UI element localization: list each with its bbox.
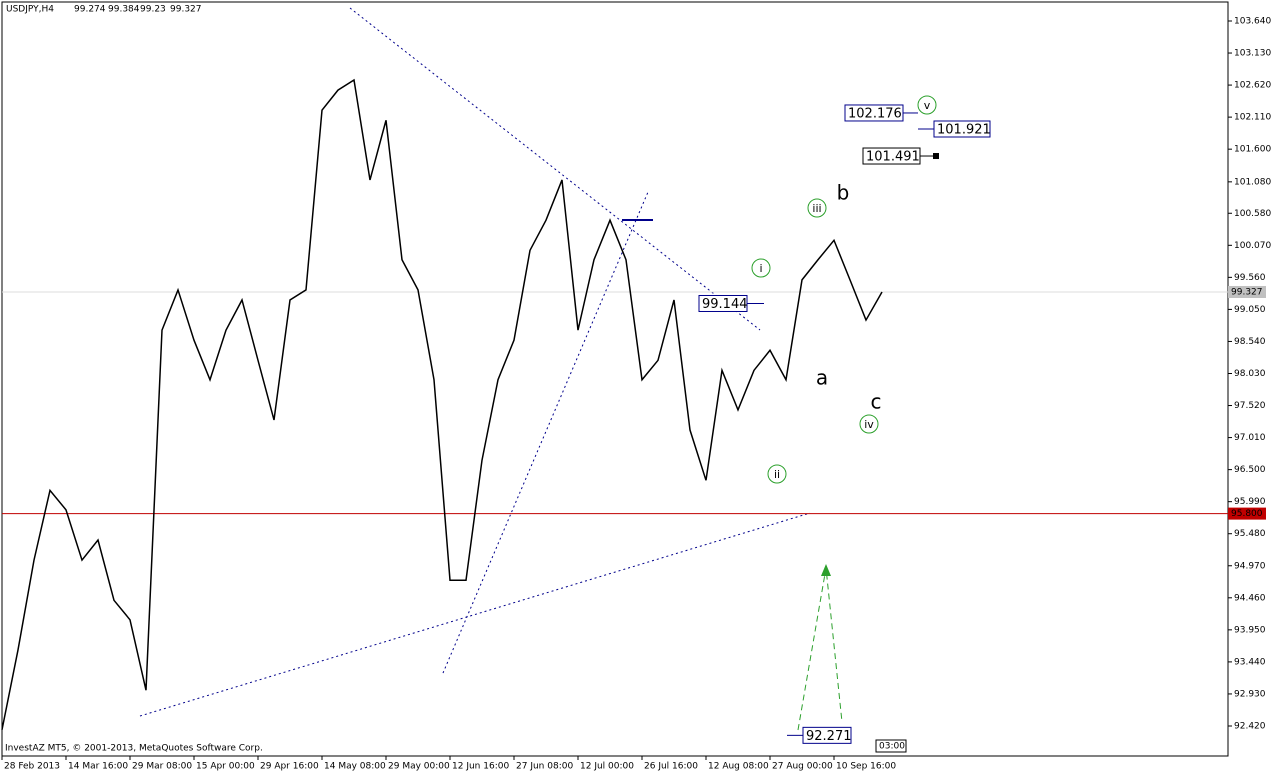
x-tick-label: 27 Aug 00:00 xyxy=(772,762,833,772)
wave-label: a xyxy=(816,366,828,390)
trend-line xyxy=(139,512,811,717)
wave-label: iii xyxy=(812,202,821,215)
level-dot xyxy=(933,153,939,160)
current-price-box xyxy=(1228,285,1266,298)
wave-label: c xyxy=(871,390,882,414)
y-tick-label: 100.070 xyxy=(1234,241,1271,251)
plot-frame xyxy=(1,1,1229,757)
ohlc-low: 99.23 xyxy=(140,5,166,15)
y-tick-label: 103.640 xyxy=(1234,16,1271,26)
trend-line xyxy=(442,191,649,674)
footer: InvestAZ MT5, © 2001-2013, MetaQuotes So… xyxy=(5,744,263,754)
x-tick-label: 29 Apr 16:00 xyxy=(260,762,319,772)
y-tick-label: 101.600 xyxy=(1234,145,1271,155)
y-tick-label: 103.130 xyxy=(1234,49,1271,59)
x-tick-label: 28 Feb 2013 xyxy=(4,762,60,772)
price-label: 101.491 xyxy=(866,150,920,165)
y-tick-label: 97.520 xyxy=(1234,401,1266,411)
y-tick-label: 102.620 xyxy=(1234,81,1271,91)
ohlc-high: 99.384 xyxy=(108,5,140,15)
arrow-head xyxy=(821,564,831,576)
y-tick-label: 94.460 xyxy=(1234,593,1266,603)
x-tick-label: 10 Sep 16:00 xyxy=(836,762,896,772)
wave-circle xyxy=(767,464,787,484)
price-label: 101.921 xyxy=(937,122,991,137)
level-box xyxy=(1228,507,1266,520)
y-tick-label: 98.540 xyxy=(1234,337,1266,347)
y-tick-label: 94.970 xyxy=(1234,561,1266,571)
y-tick-label: 101.080 xyxy=(1234,177,1271,187)
x-tick-label: 12 Jun 16:00 xyxy=(452,762,509,772)
y-tick-label: 93.440 xyxy=(1234,657,1266,667)
wave-label: v xyxy=(924,99,931,112)
wave-circle xyxy=(917,95,937,115)
x-tick-label: 14 Mar 16:00 xyxy=(68,762,128,772)
wave-label: b xyxy=(837,181,850,205)
y-tick-label: 92.930 xyxy=(1234,689,1266,699)
y-tick-label: 99.050 xyxy=(1234,305,1266,315)
y-tick-label: 98.030 xyxy=(1234,369,1266,379)
ohlc-open: 99.274 xyxy=(74,5,106,15)
price-box xyxy=(933,120,991,138)
trend-line xyxy=(349,7,761,331)
wave-circle xyxy=(807,198,827,218)
x-tick-label: 14 May 08:00 xyxy=(324,762,386,772)
x-tick-label: 12 Jul 00:00 xyxy=(580,762,634,772)
time-marker: 03:00 xyxy=(879,742,905,752)
price-box xyxy=(844,104,904,122)
price-box xyxy=(698,294,748,312)
wave-circle xyxy=(859,414,879,434)
ohlc-close: 99.327 xyxy=(170,5,202,15)
price-box xyxy=(802,726,852,744)
y-tick-label: 99.560 xyxy=(1234,273,1266,283)
time-box xyxy=(875,739,907,753)
current-price-label: 99.327 xyxy=(1231,287,1263,297)
x-tick-label: 12 Aug 08:00 xyxy=(708,762,769,772)
price-box xyxy=(862,147,921,165)
x-tick-label: 15 Apr 00:00 xyxy=(196,762,255,772)
price-line xyxy=(1,78,883,730)
price-label: 102.176 xyxy=(848,106,902,121)
wave-label: ii xyxy=(774,468,780,481)
x-tick-label: 27 Jun 08:00 xyxy=(516,762,573,772)
price-label: 99.144 xyxy=(702,297,748,312)
y-tick-label: 96.500 xyxy=(1234,465,1266,475)
y-tick-label: 97.010 xyxy=(1234,433,1266,443)
x-tick-label: 26 Jul 16:00 xyxy=(644,762,698,772)
level-label: 95.800 xyxy=(1231,509,1263,519)
y-tick-label: 92.420 xyxy=(1234,721,1266,731)
wave-circle xyxy=(751,258,771,278)
wave-label: iv xyxy=(864,418,874,431)
y-tick-label: 102.110 xyxy=(1234,113,1271,123)
price-label: 92.271 xyxy=(806,729,852,744)
y-tick-label: 100.580 xyxy=(1234,209,1271,219)
y-tick-label: 95.480 xyxy=(1234,529,1266,539)
x-tick-label: 29 Mar 08:00 xyxy=(132,762,192,772)
y-tick-label: 93.950 xyxy=(1234,625,1266,635)
symbol: USDJPY,H4 xyxy=(6,5,54,15)
x-tick-label: 29 May 00:00 xyxy=(388,762,450,772)
wave-label: i xyxy=(759,262,762,275)
y-tick-label: 95.990 xyxy=(1234,497,1266,507)
